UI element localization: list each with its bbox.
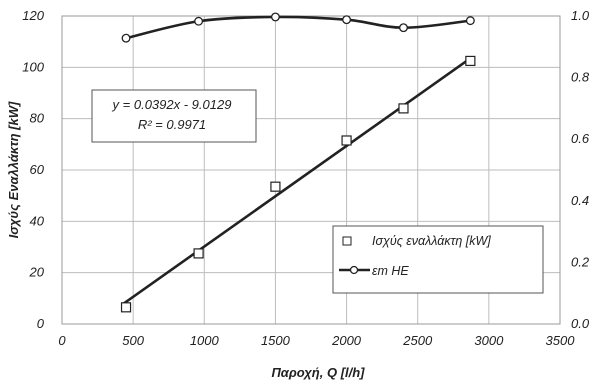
series bbox=[120, 12, 476, 313]
trendline-r2: R² = 0.9971 bbox=[138, 117, 206, 132]
y-right-tick-label: 0.2 bbox=[571, 254, 590, 269]
x-tick-label: 500 bbox=[122, 333, 144, 348]
legend-label-effectiveness: εm HE bbox=[372, 264, 409, 278]
x-tick-label: 0 bbox=[58, 333, 66, 348]
power-point bbox=[270, 181, 281, 192]
y-right-tick-label: 0.4 bbox=[571, 193, 589, 208]
x-tick-label: 3500 bbox=[546, 333, 576, 348]
x-tick-label: 3000 bbox=[474, 333, 504, 348]
plot-frame bbox=[61, 15, 561, 325]
x-tick-label: 2000 bbox=[331, 333, 362, 348]
effectiveness-point bbox=[342, 15, 352, 25]
legend-circle-marker bbox=[349, 265, 359, 275]
y-right-tick-label: 0.6 bbox=[571, 131, 590, 146]
y-left-tick-label: 0 bbox=[37, 316, 45, 331]
effectiveness-point bbox=[194, 16, 204, 26]
trendline bbox=[121, 56, 473, 306]
effectiveness-point bbox=[121, 33, 131, 43]
y-left-tick-label: 40 bbox=[30, 213, 45, 228]
power-point bbox=[120, 302, 132, 313]
y-left-tick-label: 20 bbox=[29, 265, 45, 280]
y-axis-title: Ισχύς Εναλλάκτη [kW] bbox=[6, 101, 21, 238]
y-left-tick-label: 100 bbox=[22, 59, 44, 74]
legend-square-marker bbox=[342, 236, 352, 246]
legend: Ισχύς εναλλάκτη [kW] εm HE bbox=[332, 225, 544, 294]
effectiveness-line bbox=[125, 15, 471, 40]
power-point bbox=[398, 103, 409, 114]
legend-label-power: Ισχύς εναλλάκτη [kW] bbox=[372, 234, 491, 248]
effectiveness-point bbox=[270, 12, 280, 22]
y-right-tick-label: 0.0 bbox=[571, 316, 590, 331]
equation-box bbox=[91, 89, 257, 143]
x-tick-label: 1000 bbox=[190, 333, 220, 348]
power-point bbox=[341, 135, 352, 146]
y-left-tick-label: 60 bbox=[30, 162, 45, 177]
trendline-equation: y = 0.0392x - 9.0129 bbox=[112, 97, 232, 112]
power-point bbox=[193, 248, 204, 259]
x-axis-title: Παροχή, Q [l/h] bbox=[271, 365, 365, 380]
y-left-tick-label: 80 bbox=[30, 111, 45, 126]
x-tick-label: 1500 bbox=[261, 333, 291, 348]
x-tick-label: 2500 bbox=[402, 333, 433, 348]
effectiveness-point bbox=[399, 23, 408, 33]
power-point bbox=[465, 55, 476, 67]
y-right-tick-label: 0.8 bbox=[571, 70, 590, 85]
tick-labels: 0 500 1000 1500 2000 2500 3000 3500 0 20 40 60 80 100… bbox=[22, 8, 590, 348]
effectiveness-point bbox=[465, 16, 475, 26]
y-right-tick-label: 1.0 bbox=[571, 8, 590, 23]
trendline-equation-box: y = 0.0392x - 9.0129 R² = 0.9971 bbox=[91, 89, 257, 143]
legend-box bbox=[332, 225, 544, 294]
y-left-tick-label: 120 bbox=[22, 8, 44, 23]
